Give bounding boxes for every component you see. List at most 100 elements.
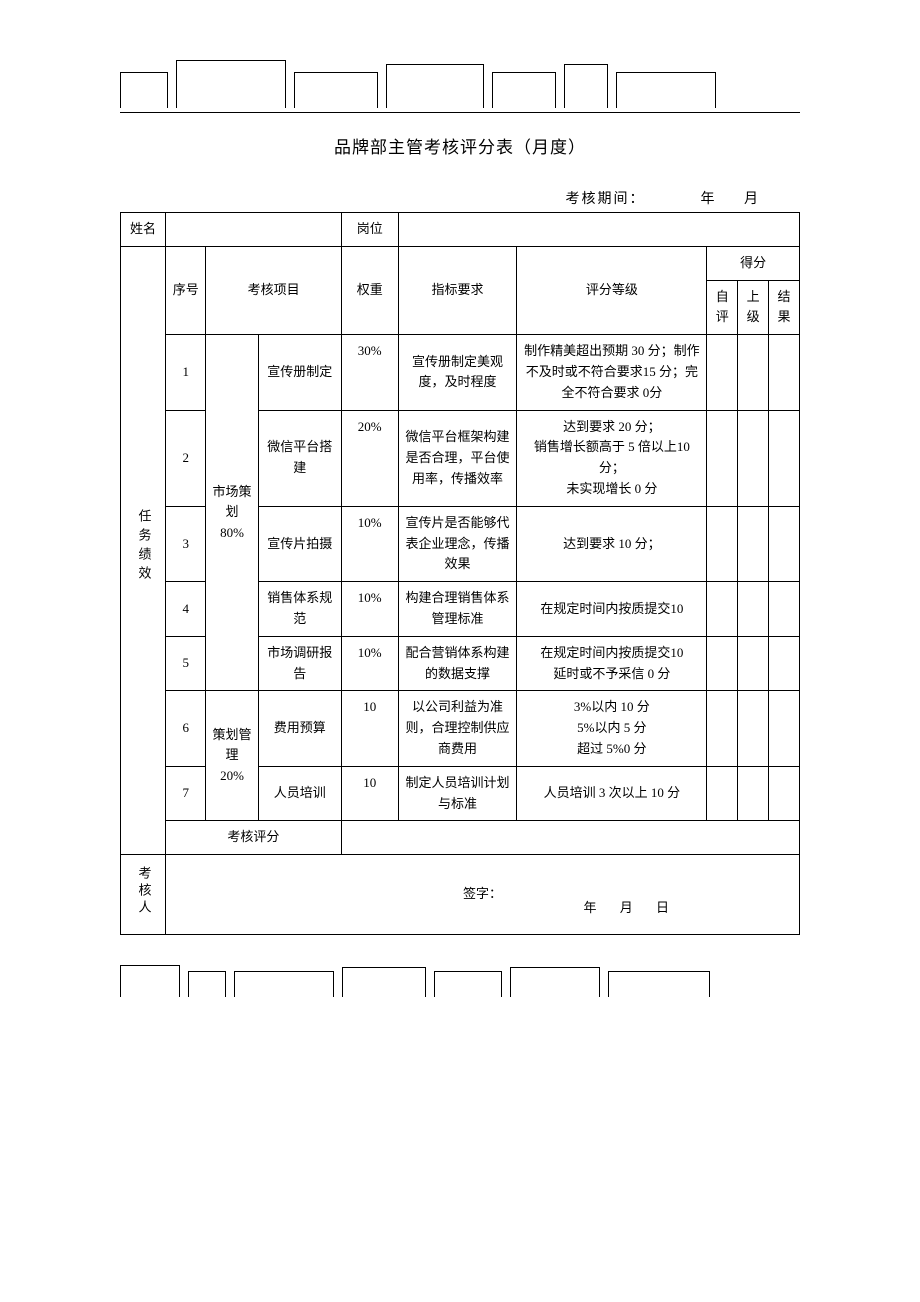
grade-header: 评分等级 [517,246,707,334]
req-cell: 微信平台框架构建是否合理，平台使用率，传播效率 [398,410,517,506]
item-cell: 宣传册制定 [258,335,341,410]
superior-score[interactable] [738,582,769,637]
result-score[interactable] [769,335,800,410]
position-label: 岗位 [341,213,398,247]
req-cell: 以公司利益为准则，合理控制供应商费用 [398,691,517,766]
reviewer-row: 考核人 签字： 年 月 日 [121,855,800,935]
assessment-period: 考核期间： 年 月 [120,188,800,208]
result-score[interactable] [769,506,800,581]
bottom-box [434,971,502,997]
req-cell: 制定人员培训计划与标准 [398,766,517,821]
bottom-decorative-boxes [120,965,800,997]
result-score[interactable] [769,691,800,766]
page-title: 品牌部主管考核评分表（月度） [120,133,800,158]
period-month: 月 [744,192,760,207]
seq-header: 序号 [166,246,206,334]
grade-cell: 达到要求 10 分； [517,506,707,581]
bottom-box [188,971,226,997]
bottom-box [234,971,334,997]
req-cell: 宣传册制定美观度，及时程度 [398,335,517,410]
self-score[interactable] [707,691,738,766]
table-row: 6 策划管理 20% 费用预算 10 以公司利益为准则，合理控制供应商费用 3%… [121,691,800,766]
signature-cell[interactable]: 签字： 年 月 日 [166,855,800,935]
section-label: 任务绩效 [121,246,166,854]
bottom-box [120,965,180,997]
result-header: 结果 [769,280,800,335]
superior-score[interactable] [738,410,769,506]
top-box [120,72,168,108]
grade-cell: 在规定时间内按质提交10 [517,582,707,637]
table-row: 1 市场策划 80% 宣传册制定 30% 宣传册制定美观度，及时程度 制作精美超… [121,335,800,410]
req-cell: 构建合理销售体系管理标准 [398,582,517,637]
period-year: 年 [701,192,717,207]
grade-cell: 在规定时间内按质提交10 延时或不予采信 0 分 [517,636,707,691]
category-plan: 策划管理 20% [206,691,258,821]
project-header: 考核项目 [206,246,341,334]
item-cell: 销售体系规范 [258,582,341,637]
score-summary-label: 考核评分 [166,821,342,855]
position-value[interactable] [398,213,799,247]
bottom-box [608,971,710,997]
name-row: 姓名 岗位 [121,213,800,247]
name-value[interactable] [166,213,342,247]
period-label: 考核期间： [566,192,646,207]
top-box [492,72,556,108]
bottom-box [342,967,426,997]
seq-cell: 6 [166,691,206,766]
req-cell: 配合营销体系构建的数据支撑 [398,636,517,691]
top-box [616,72,716,108]
req-header: 指标要求 [398,246,517,334]
score-header: 得分 [707,246,800,280]
seq-cell: 7 [166,766,206,821]
seq-cell: 2 [166,410,206,506]
seq-cell: 5 [166,636,206,691]
self-score[interactable] [707,506,738,581]
item-cell: 费用预算 [258,691,341,766]
superior-score[interactable] [738,691,769,766]
top-box [386,64,484,108]
item-cell: 微信平台搭建 [258,410,341,506]
self-score[interactable] [707,582,738,637]
reviewer-label: 考核人 [121,855,166,935]
top-box [294,72,378,108]
evaluation-table: 姓名 岗位 任务绩效 序号 考核项目 权重 指标要求 评分等级 得分 自评 上级… [120,212,800,935]
self-score[interactable] [707,636,738,691]
name-label: 姓名 [121,213,166,247]
grade-cell: 3%以内 10 分 5%以内 5 分 超过 5%0 分 [517,691,707,766]
top-box [564,64,608,108]
weight-cell: 30% [341,335,398,410]
top-decorative-boxes [120,60,800,108]
weight-cell: 10 [341,691,398,766]
result-score[interactable] [769,636,800,691]
result-score[interactable] [769,410,800,506]
self-header: 自评 [707,280,738,335]
superior-header: 上级 [738,280,769,335]
header-row-1: 任务绩效 序号 考核项目 权重 指标要求 评分等级 得分 [121,246,800,280]
weight-cell: 20% [341,410,398,506]
superior-score[interactable] [738,766,769,821]
weight-cell: 10 [341,766,398,821]
superior-score[interactable] [738,335,769,410]
seq-cell: 4 [166,582,206,637]
item-cell: 人员培训 [258,766,341,821]
self-score[interactable] [707,335,738,410]
score-summary-value[interactable] [341,821,799,855]
req-cell: 宣传片是否能够代表企业理念，传播效果 [398,506,517,581]
result-score[interactable] [769,582,800,637]
grade-cell: 制作精美超出预期 30 分；制作不及时或不符合要求15 分；完全不符合要求 0分 [517,335,707,410]
result-score[interactable] [769,766,800,821]
seq-cell: 3 [166,506,206,581]
weight-header: 权重 [341,246,398,334]
seq-cell: 1 [166,335,206,410]
self-score[interactable] [707,766,738,821]
sign-date: 年 月 日 [583,898,679,919]
self-score[interactable] [707,410,738,506]
superior-score[interactable] [738,506,769,581]
sign-label: 签字： [463,886,502,901]
item-cell: 市场调研报告 [258,636,341,691]
grade-cell: 达到要求 20 分； 销售增长额高于 5 倍以上10 分； 未实现增长 0 分 [517,410,707,506]
superior-score[interactable] [738,636,769,691]
weight-cell: 10% [341,506,398,581]
category-market: 市场策划 80% [206,335,258,691]
score-summary-row: 考核评分 [121,821,800,855]
